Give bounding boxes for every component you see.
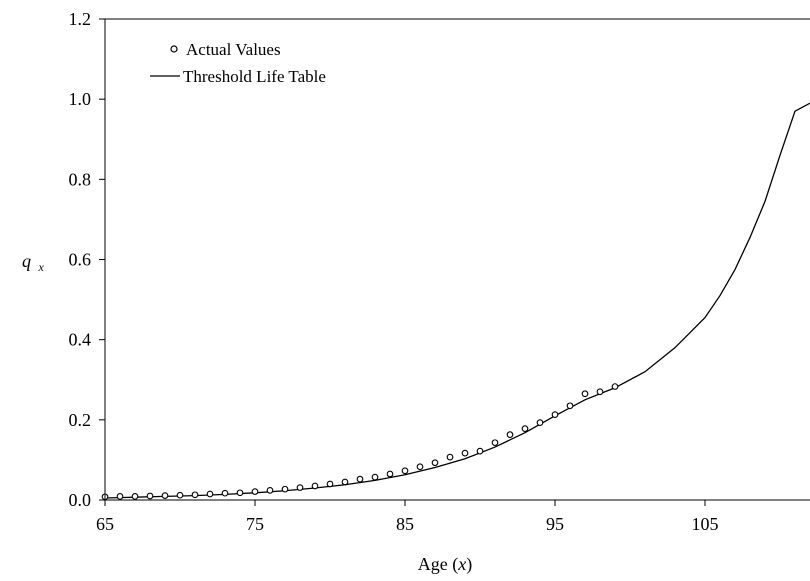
- y-tick-label: 1.2: [69, 9, 92, 29]
- y-axis-title-subscript: x: [38, 260, 45, 274]
- data-point-actual-values: [116, 493, 124, 500]
- y-tick-label: 1.0: [69, 89, 92, 109]
- x-axis-title-main: Age (: [418, 554, 458, 575]
- data-point-actual-values: [536, 419, 544, 426]
- y-tick-label: 0.4: [69, 330, 92, 350]
- data-point-actual-values: [506, 431, 514, 439]
- data-point-actual-values: [281, 485, 289, 493]
- data-point-actual-values: [461, 449, 469, 457]
- x-axis-title-close: ): [466, 554, 472, 575]
- data-point-actual-values: [266, 487, 274, 494]
- data-point-actual-values: [176, 491, 184, 499]
- data-point-actual-values: [341, 478, 349, 486]
- data-point-actual-values: [206, 490, 214, 498]
- legend-marker-actual-values: [170, 45, 178, 53]
- y-tick-label: 0.0: [69, 490, 92, 510]
- data-point-actual-values: [326, 480, 334, 488]
- y-tick-label: 0.6: [69, 250, 92, 270]
- data-point-actual-values: [446, 453, 454, 461]
- data-point-actual-values: [131, 493, 139, 500]
- data-point-actual-values: [551, 411, 559, 418]
- data-point-actual-values: [566, 402, 574, 410]
- x-tick-label: 95: [546, 514, 564, 534]
- data-point-actual-values: [356, 475, 364, 483]
- series-line-threshold-life-table: [104, 102, 810, 499]
- data-point-actual-values: [521, 425, 529, 433]
- x-axis-title: Age (x): [418, 554, 472, 575]
- data-point-actual-values: [611, 383, 619, 390]
- data-point-actual-values: [401, 467, 409, 475]
- data-point-actual-values: [371, 473, 379, 481]
- data-point-actual-values: [596, 388, 604, 396]
- data-point-actual-values: [491, 439, 499, 447]
- y-axis-title: q x: [22, 251, 45, 274]
- x-tick-label: 75: [246, 514, 264, 534]
- legend-label-actual-values: Actual Values: [186, 40, 281, 59]
- x-tick-label: 105: [692, 514, 719, 534]
- x-tick-label: 65: [96, 514, 114, 534]
- legend: Actual Values Threshold Life Table: [150, 40, 326, 86]
- data-point-actual-values: [416, 463, 424, 471]
- data-point-actual-values: [221, 489, 229, 497]
- data-point-actual-values: [161, 492, 169, 499]
- data-point-actual-values: [476, 447, 484, 455]
- x-axis-title-variable: x: [457, 554, 466, 574]
- y-tick-label: 0.8: [69, 169, 92, 189]
- data-point-actual-values: [296, 484, 304, 491]
- data-point-actual-values: [431, 459, 439, 467]
- x-tick-label: 85: [396, 514, 414, 534]
- data-point-actual-values: [146, 492, 154, 500]
- plot-area: [101, 102, 810, 501]
- data-point-actual-values: [386, 470, 394, 478]
- y-tick-label: 0.2: [69, 410, 92, 430]
- data-point-actual-values: [311, 482, 319, 490]
- legend-label-threshold-life-table: Threshold Life Table: [183, 67, 326, 86]
- data-point-actual-values: [236, 489, 244, 497]
- y-axis-title-main: q: [22, 251, 31, 271]
- data-point-actual-values: [581, 390, 589, 398]
- data-point-actual-values: [251, 488, 259, 495]
- axes: 0.0 0.2 0.4 0.6 0.8 1.0 1.2 65 75 85 95 105: [69, 9, 810, 534]
- data-point-actual-values: [191, 491, 199, 499]
